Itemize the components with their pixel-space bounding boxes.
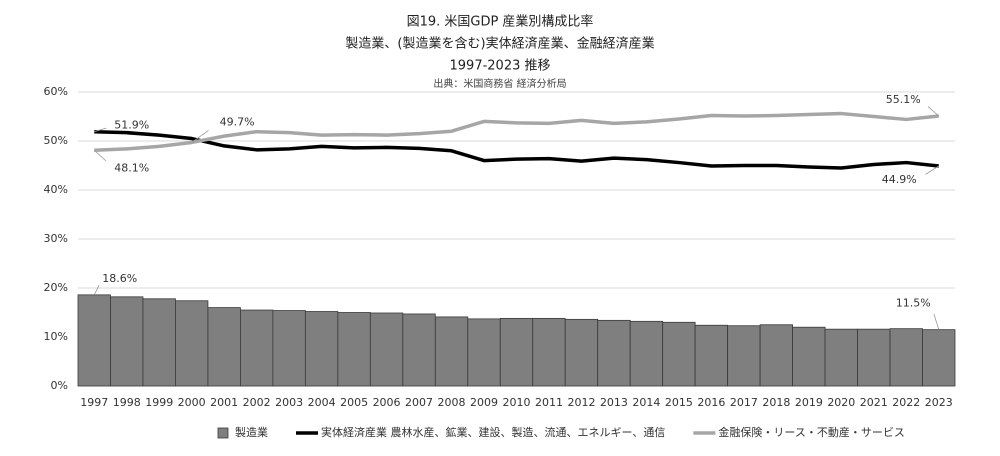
bar (240, 309, 274, 387)
bar (304, 311, 339, 387)
legend-label: 製造業 (235, 425, 268, 439)
data-label: 51.9% (114, 119, 149, 132)
x-tick-label: 2017 (730, 396, 758, 409)
legend-label: 実体経済産業 農林水産、鉱業、建設、製造、流通、エネルギー、通信 (321, 425, 665, 439)
line (94, 129, 939, 170)
x-tick-label: 2008 (438, 396, 466, 409)
x-tick-label: 2016 (697, 396, 725, 409)
x-tick-label: 2021 (860, 396, 888, 409)
data-label: 44.9% (882, 173, 917, 186)
chart-period: 1997-2023 推移 (450, 59, 551, 74)
x-tick-label: 2011 (535, 396, 563, 409)
x-tick-label: 2003 (275, 396, 303, 409)
bar (402, 313, 436, 387)
x-tick-label: 2002 (243, 396, 271, 409)
x-tick-label: 1999 (145, 396, 173, 409)
bar (889, 328, 923, 387)
bar (824, 328, 858, 387)
bar (532, 317, 566, 387)
legend-label: 金融保険・リース・不動産・サービス (718, 425, 904, 439)
label-leader (191, 130, 209, 143)
bar (727, 325, 761, 387)
x-tick-label: 1998 (113, 396, 141, 409)
x-tick-label: 2014 (632, 396, 660, 409)
data-label: 48.1% (114, 161, 149, 174)
x-tick-label: 1997 (80, 396, 108, 409)
chart-title: 図19. 米国GDP 産業別構成比率 (407, 14, 594, 30)
data-label: 55.1% (886, 93, 921, 106)
bar (694, 324, 729, 387)
line (94, 111, 939, 153)
label-leader (93, 285, 100, 296)
x-tick-label: 2012 (567, 396, 595, 409)
x-tick-label: 2001 (210, 396, 238, 409)
label-leader (927, 106, 940, 117)
x-tick-label: 2007 (405, 396, 433, 409)
bar (759, 324, 793, 387)
x-tick-label: 2020 (827, 396, 855, 409)
bar (110, 296, 144, 387)
bar (629, 320, 664, 387)
label-leader (933, 313, 940, 330)
bar (207, 307, 241, 387)
label-leader (94, 127, 107, 133)
bar (369, 312, 404, 387)
chart-subtitle: 製造業、(製造業を含む)実体経済産業、金融経済産業 (345, 36, 654, 52)
chart-source: 出典：米国商務省 経済分析局 (433, 77, 566, 90)
bar (564, 318, 599, 387)
y-tick-label: 20% (44, 281, 68, 294)
y-tick-label: 40% (44, 183, 68, 196)
label-leader (925, 165, 939, 175)
bar (792, 326, 826, 387)
x-tick-label: 2019 (795, 396, 823, 409)
bar (142, 298, 176, 387)
bar (77, 294, 111, 387)
bar (272, 310, 306, 387)
y-tick-label: 10% (44, 330, 68, 343)
y-tick-label: 60% (44, 85, 68, 98)
bar (662, 321, 696, 387)
data-label: 49.7% (220, 115, 255, 128)
x-tick-label: 2009 (470, 396, 498, 409)
x-tick-label: 2000 (178, 396, 206, 409)
data-label: 11.5% (896, 297, 931, 310)
x-tick-label: 2018 (762, 396, 790, 409)
bar (499, 317, 534, 387)
y-tick-label: 30% (44, 232, 68, 245)
x-tick-label: 2006 (373, 396, 401, 409)
bar (337, 312, 371, 387)
x-tick-label: 2013 (600, 396, 628, 409)
y-tick-label: 0% (51, 379, 68, 392)
bar (597, 319, 631, 387)
bar (467, 318, 501, 387)
x-tick-label: 2010 (503, 396, 531, 409)
bar (922, 329, 956, 387)
bar (857, 328, 891, 387)
x-tick-label: 2004 (308, 396, 336, 409)
x-tick-label: 2005 (340, 396, 368, 409)
y-tick-label: 50% (44, 134, 68, 147)
label-leader (93, 150, 107, 162)
bar (434, 316, 469, 387)
x-tick-label: 2023 (925, 396, 953, 409)
x-tick-label: 2015 (665, 396, 693, 409)
x-tick-label: 2022 (892, 396, 920, 409)
data-label: 18.6% (102, 272, 137, 285)
bar (175, 300, 209, 387)
legend-swatch (217, 427, 229, 439)
